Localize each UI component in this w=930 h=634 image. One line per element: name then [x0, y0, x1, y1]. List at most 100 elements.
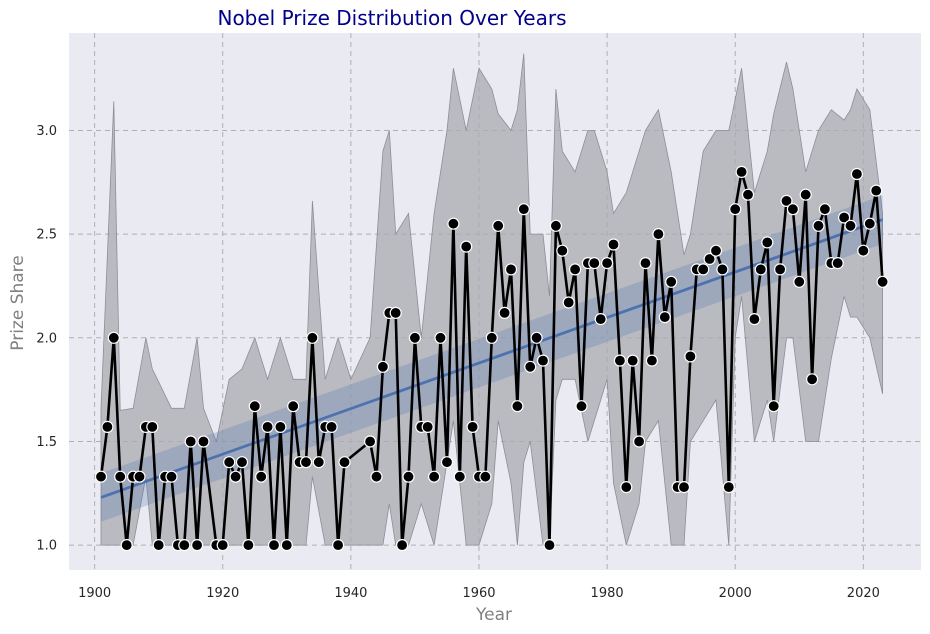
data-points: [94, 165, 889, 552]
y-tick-label-1.0: 1.0: [36, 539, 57, 554]
data-point-1939: [338, 456, 351, 469]
data-point-1933: [299, 456, 313, 469]
x-tick-label-2000: 2000: [719, 586, 752, 601]
data-point-1958: [460, 240, 473, 253]
y-tick-labels: 1.0 1.5 2.0 2.5 3.0: [36, 124, 57, 554]
data-point-2012: [805, 373, 819, 386]
data-point-1964: [498, 306, 511, 319]
data-point-1995: [697, 263, 710, 276]
data-point-2014: [818, 203, 832, 216]
data-point-1970: [536, 354, 550, 367]
data-point-1910: [152, 538, 165, 552]
data-point-2016: [831, 257, 844, 270]
data-point-1915: [184, 435, 197, 448]
data-point-2017: [837, 211, 851, 224]
data-point-1972: [549, 219, 563, 232]
x-tick-label-1920: 1920: [206, 586, 239, 601]
data-point-2020: [857, 244, 870, 257]
x-tick-labels: 1900 1920 1940 1960 1980 2000 2020: [78, 586, 880, 601]
data-point-1963: [492, 219, 505, 232]
data-point-1976: [575, 400, 588, 413]
data-point-1943: [364, 435, 377, 448]
data-point-1978: [588, 257, 601, 270]
data-point-1982: [613, 354, 627, 367]
y-tick-label-3.0: 3.0: [36, 124, 57, 139]
data-point-1986: [639, 257, 652, 270]
data-point-1931: [287, 400, 300, 413]
x-tick-label-1980: 1980: [591, 586, 624, 601]
data-point-1979: [594, 313, 607, 326]
data-point-1953: [428, 470, 441, 483]
data-point-1901: [94, 470, 108, 483]
data-point-2011: [799, 188, 812, 201]
data-point-1928: [267, 538, 281, 552]
data-point-1967: [517, 203, 530, 216]
data-point-1993: [684, 350, 697, 363]
y-tick-label-2.5: 2.5: [36, 228, 57, 243]
data-point-1921: [223, 456, 236, 469]
data-point-1907: [133, 470, 146, 483]
data-point-2021: [863, 217, 876, 230]
data-point-1981: [607, 238, 620, 251]
data-point-1926: [255, 470, 268, 483]
data-point-1965: [504, 263, 518, 276]
data-point-1903: [107, 331, 120, 344]
data-point-1924: [242, 538, 255, 552]
data-point-1989: [658, 311, 671, 324]
data-point-2000: [729, 203, 742, 216]
data-point-1927: [261, 420, 274, 433]
data-point-1984: [626, 354, 639, 367]
data-point-1990: [665, 275, 678, 288]
data-point-1957: [453, 470, 466, 483]
x-axis-label: Year: [475, 605, 512, 625]
data-point-1920: [216, 538, 229, 552]
data-point-1912: [165, 470, 178, 483]
data-point-1902: [101, 420, 114, 433]
y-tick-label-2.0: 2.0: [36, 331, 57, 346]
x-tick-label-2020: 2020: [847, 586, 880, 601]
data-point-1969: [530, 331, 543, 344]
data-point-1974: [562, 296, 575, 309]
data-point-2005: [761, 236, 774, 249]
data-point-2019: [850, 167, 864, 181]
data-point-1968: [524, 360, 537, 373]
data-point-2010: [793, 275, 806, 288]
data-point-1962: [485, 331, 498, 344]
data-point-1997: [709, 244, 723, 257]
data-point-1930: [280, 538, 293, 552]
data-point-1905: [120, 538, 133, 552]
data-point-2003: [748, 313, 761, 326]
data-point-2013: [812, 219, 825, 232]
x-tick-label-1960: 1960: [462, 586, 495, 601]
data-point-1971: [543, 538, 556, 552]
data-point-1998: [716, 263, 729, 276]
data-point-1955: [440, 456, 454, 469]
data-point-2001: [735, 165, 748, 178]
data-point-1959: [466, 420, 479, 433]
data-point-1937: [325, 420, 338, 433]
data-point-1949: [402, 470, 415, 483]
data-point-1929: [274, 420, 287, 433]
data-point-1925: [248, 400, 261, 413]
y-axis-label: Prize Share: [8, 255, 28, 351]
data-point-1944: [370, 470, 383, 483]
data-point-1980: [600, 257, 614, 270]
chart-title: Nobel Prize Distribution Over Years: [217, 6, 566, 30]
data-point-1952: [421, 420, 434, 433]
data-point-1988: [652, 228, 665, 241]
data-point-1914: [178, 538, 191, 552]
data-point-2004: [754, 263, 767, 276]
data-point-1947: [389, 306, 402, 319]
data-point-2008: [780, 194, 793, 207]
data-point-1909: [146, 420, 159, 433]
data-point-1996: [703, 252, 716, 266]
data-point-2006: [767, 400, 780, 413]
data-point-1917: [197, 435, 210, 448]
data-point-1935: [312, 456, 325, 469]
data-point-2009: [786, 203, 800, 216]
data-point-1916: [191, 538, 204, 552]
data-point-2022: [870, 184, 883, 197]
data-point-1934: [306, 331, 319, 344]
data-point-1966: [511, 400, 524, 413]
